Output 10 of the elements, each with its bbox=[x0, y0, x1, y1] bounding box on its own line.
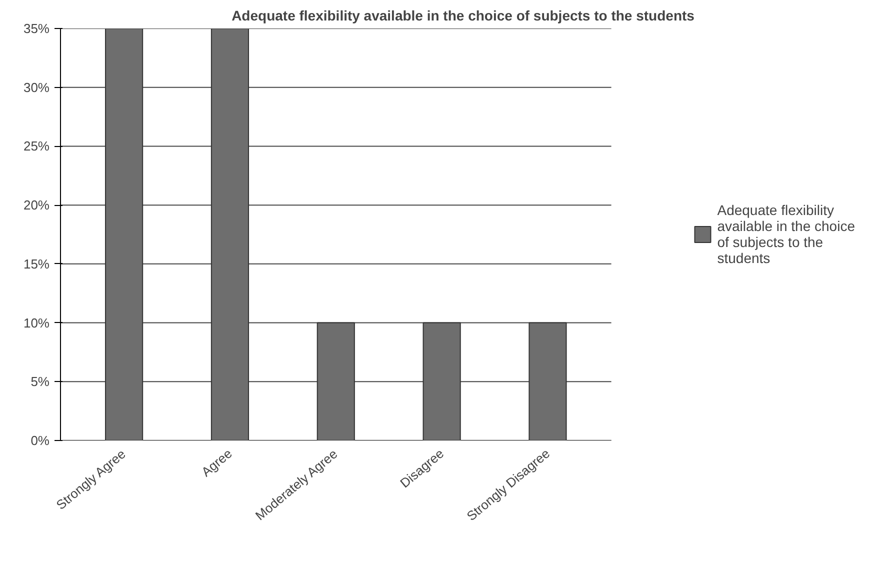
y-tick-label: 35% bbox=[23, 21, 50, 36]
chart-title: Adequate flexibility available in the choice of subjects to the students bbox=[232, 8, 695, 24]
y-tick-label: 5% bbox=[30, 374, 50, 390]
y-tick-label: 30% bbox=[23, 80, 50, 95]
y-tick-label: 20% bbox=[23, 198, 50, 213]
y-tick-label: 10% bbox=[23, 315, 50, 330]
y-tick-label: 25% bbox=[23, 138, 50, 154]
y-tick-label: 15% bbox=[23, 256, 50, 272]
legend-label: Adequate flexibility available in the choice of subjects to the students bbox=[717, 202, 855, 266]
y-tick-label: 0% bbox=[30, 433, 50, 448]
